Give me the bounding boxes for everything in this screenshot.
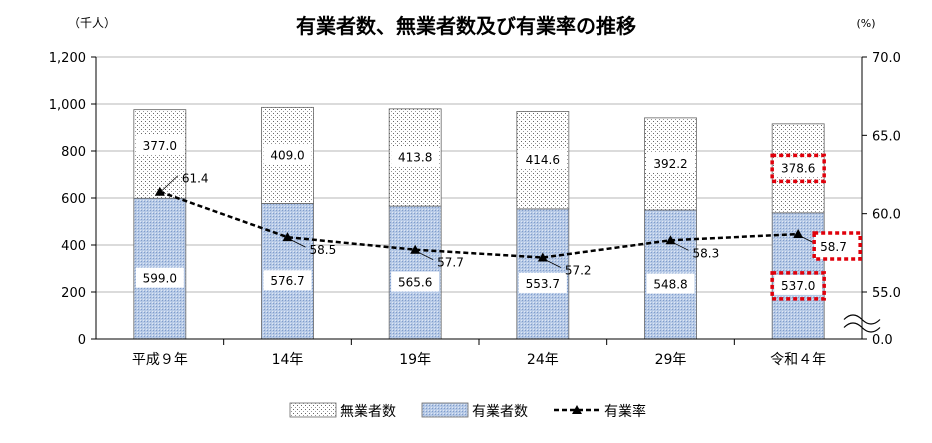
rate-label: 58.3 <box>693 246 720 260</box>
highlight-box <box>812 231 862 261</box>
not-employed-label-bg <box>263 144 312 165</box>
x-axis-label: 24年 <box>527 352 559 368</box>
rate-leader <box>161 175 179 192</box>
not-employed-label-bg <box>774 157 823 178</box>
not-employed-label-bg <box>518 149 567 170</box>
employed-label: 553.7 <box>526 277 560 291</box>
employed-label: 565.6 <box>398 276 432 290</box>
axis-break-wave <box>843 314 881 325</box>
employed-label-bg <box>518 272 567 293</box>
rate-marker <box>665 235 676 245</box>
legend-label: 無業者数 <box>340 404 396 420</box>
rate-label: 58.5 <box>310 243 337 257</box>
data-labels: 599.0 377.0 576.7 409.0 565.6 413.8 553.7 414.6… <box>135 134 862 301</box>
chart-title: 有業者数、無業者数及び有業率の推移 <box>296 14 636 38</box>
rate-leader <box>289 238 306 248</box>
left-axis-tick-label: 1,200 <box>49 51 86 66</box>
bars <box>133 106 825 340</box>
left-axis-tick-label: 600 <box>61 192 86 207</box>
left-axis-tick-label: 1,000 <box>49 98 86 113</box>
rate-label: 61.4 <box>182 172 209 186</box>
rate-leader <box>672 241 689 251</box>
left-axis-tick-label: 200 <box>61 286 86 301</box>
rate-marker <box>282 232 293 242</box>
legend-label: 有業者数 <box>472 404 528 420</box>
left-axis-tick-label: 0 <box>78 333 86 348</box>
legend: 無業者数 有業者数 有業率 <box>289 402 646 420</box>
right-axis-unit: (%) <box>856 17 875 30</box>
not-employed-label: 409.0 <box>270 148 304 162</box>
right-axis-tick-label: 65.0 <box>872 129 901 144</box>
legend-swatch-not-employed <box>289 402 337 418</box>
rate-line <box>154 186 804 262</box>
right-axis-tick-label: 60.0 <box>872 208 901 223</box>
x-axis-label: 29年 <box>655 352 687 368</box>
rate-marker <box>793 229 804 239</box>
highlight-box <box>770 153 826 184</box>
not-employed-label-bg <box>646 152 695 173</box>
not-employed-label: 392.2 <box>653 157 687 171</box>
not-employed-label: 413.8 <box>398 150 432 164</box>
x-axis-label: 19年 <box>399 352 431 368</box>
right-axis-tick-label: 55.0 <box>872 286 901 301</box>
employed-label-bg <box>135 267 184 288</box>
employed-label: 576.7 <box>270 274 304 288</box>
left-axis-tick-label: 800 <box>61 145 86 160</box>
not-employed-label-bg <box>135 134 184 155</box>
rate-label: 58.7 <box>820 240 847 254</box>
rate-marker <box>410 244 421 254</box>
employed-label-bg <box>391 271 440 292</box>
employed-label: 599.0 <box>143 272 177 286</box>
legend-rate-marker <box>572 405 582 414</box>
rate-series-line <box>159 190 799 259</box>
rate-leader <box>416 251 434 261</box>
legend-swatch-employed <box>421 402 469 418</box>
left-axis-tick-label: 400 <box>61 239 86 254</box>
axis-break-wave <box>843 322 881 333</box>
not-employed-label: 414.6 <box>526 153 560 167</box>
not-employed-label: 377.0 <box>143 139 177 153</box>
right-axis-tick-label: 70.0 <box>872 51 901 66</box>
employed-label-bg <box>774 274 823 295</box>
right-axis-tick-label: 0.0 <box>872 333 893 348</box>
rate-label: 57.7 <box>437 256 464 270</box>
x-axis-label: 平成９年 <box>132 352 188 368</box>
x-axis-label: 14年 <box>272 352 304 368</box>
employed-label: 537.0 <box>781 279 815 293</box>
rate-label: 57.2 <box>565 264 592 278</box>
highlight-box <box>770 271 826 301</box>
legend-label: 有業率 <box>604 403 646 420</box>
left-axis-unit: （千人） <box>68 16 116 30</box>
employed-label-bg <box>263 270 312 291</box>
x-axis-label: 令和４年 <box>770 352 826 368</box>
rate-marker <box>154 186 165 196</box>
rate-marker <box>537 252 548 262</box>
not-employed-label-bg <box>391 146 440 167</box>
employed-label-bg <box>646 273 695 294</box>
axes: 0 200 400 600 800 1,000 1,200 0.0 55.0 60.0 65.0 70… <box>49 51 901 368</box>
not-employed-label: 378.6 <box>781 161 815 175</box>
gridlines <box>96 56 862 293</box>
rate-leader <box>544 259 562 268</box>
employed-label: 548.8 <box>653 278 687 292</box>
